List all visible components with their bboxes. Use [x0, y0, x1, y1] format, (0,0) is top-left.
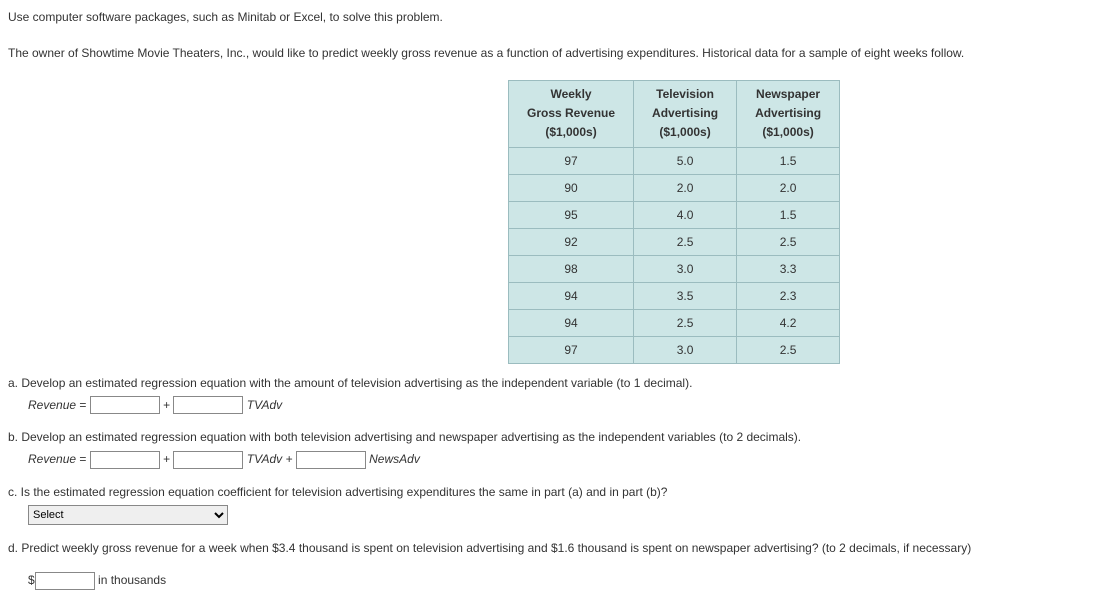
th-rev-l2: Gross Revenue [527, 104, 615, 123]
cell: 2.0 [634, 174, 737, 201]
newsadv-label: NewsAdv [369, 452, 420, 466]
plus-sign: + [160, 452, 174, 466]
revenue-label: Revenue [28, 452, 76, 466]
data-table: Weekly Gross Revenue ($1,000s) Televisio… [508, 80, 840, 364]
cell: 4.0 [634, 201, 737, 228]
cell: 5.0 [634, 147, 737, 174]
cell: 92 [509, 228, 634, 255]
cell: 1.5 [737, 147, 840, 174]
table-header-revenue: Weekly Gross Revenue ($1,000s) [509, 81, 634, 148]
plus-sign: + [160, 398, 174, 412]
table-row: 922.52.5 [509, 228, 840, 255]
cell: 2.5 [737, 228, 840, 255]
in-thousands-label: in thousands [95, 573, 166, 587]
cell: 1.5 [737, 201, 840, 228]
cell: 3.3 [737, 255, 840, 282]
cell: 2.5 [634, 309, 737, 336]
th-tv-l3: ($1,000s) [652, 123, 718, 142]
table-row: 942.54.2 [509, 309, 840, 336]
cell: 2.5 [634, 228, 737, 255]
cell: 3.0 [634, 336, 737, 363]
cell: 94 [509, 309, 634, 336]
th-news-l3: ($1,000s) [755, 123, 821, 142]
table-row: 975.01.5 [509, 147, 840, 174]
cell: 94 [509, 282, 634, 309]
intro-line-2: The owner of Showtime Movie Theaters, In… [8, 44, 1109, 62]
th-news-l2: Advertising [755, 104, 821, 123]
equals-sign: = [76, 452, 90, 466]
th-rev-l3: ($1,000s) [527, 123, 615, 142]
equals-sign: = [76, 398, 90, 412]
th-news-l1: Newspaper [755, 85, 821, 104]
table-row: 973.02.5 [509, 336, 840, 363]
th-rev-l1: Weekly [527, 85, 615, 104]
cell: 2.0 [737, 174, 840, 201]
tvadv-plus-label: TVAdv + [247, 452, 296, 466]
tvadv-label: TVAdv [247, 398, 282, 412]
cell: 2.5 [737, 336, 840, 363]
th-tv-l1: Television [652, 85, 718, 104]
cell: 97 [509, 336, 634, 363]
revenue-label: Revenue [28, 398, 76, 412]
cell: 3.0 [634, 255, 737, 282]
qa-intercept-input[interactable] [90, 396, 160, 414]
qb-newsadv-coef-input[interactable] [296, 451, 366, 469]
table-row: 954.01.5 [509, 201, 840, 228]
table-row: 943.52.3 [509, 282, 840, 309]
table-header-tv: Television Advertising ($1,000s) [634, 81, 737, 148]
question-d-prompt: d. Predict weekly gross revenue for a we… [8, 539, 1109, 557]
cell: 3.5 [634, 282, 737, 309]
question-b-prompt: b. Develop an estimated regression equat… [8, 428, 1109, 446]
cell: 95 [509, 201, 634, 228]
cell: 4.2 [737, 309, 840, 336]
question-a-prompt: a. Develop an estimated regression equat… [8, 374, 1109, 392]
table-row: 983.03.3 [509, 255, 840, 282]
qb-tvadv-coef-input[interactable] [173, 451, 243, 469]
cell: 90 [509, 174, 634, 201]
table-header-news: Newspaper Advertising ($1,000s) [737, 81, 840, 148]
question-c-prompt: c. Is the estimated regression equation … [8, 483, 1109, 501]
dollar-sign: $ [28, 573, 35, 587]
qa-tvadv-coef-input[interactable] [173, 396, 243, 414]
qd-answer-input[interactable] [35, 572, 95, 590]
intro-line-1: Use computer software packages, such as … [8, 8, 1109, 26]
qb-intercept-input[interactable] [90, 451, 160, 469]
cell: 98 [509, 255, 634, 282]
cell: 2.3 [737, 282, 840, 309]
table-row: 902.02.0 [509, 174, 840, 201]
cell: 97 [509, 147, 634, 174]
qc-select[interactable]: Select [28, 505, 228, 525]
th-tv-l2: Advertising [652, 104, 718, 123]
